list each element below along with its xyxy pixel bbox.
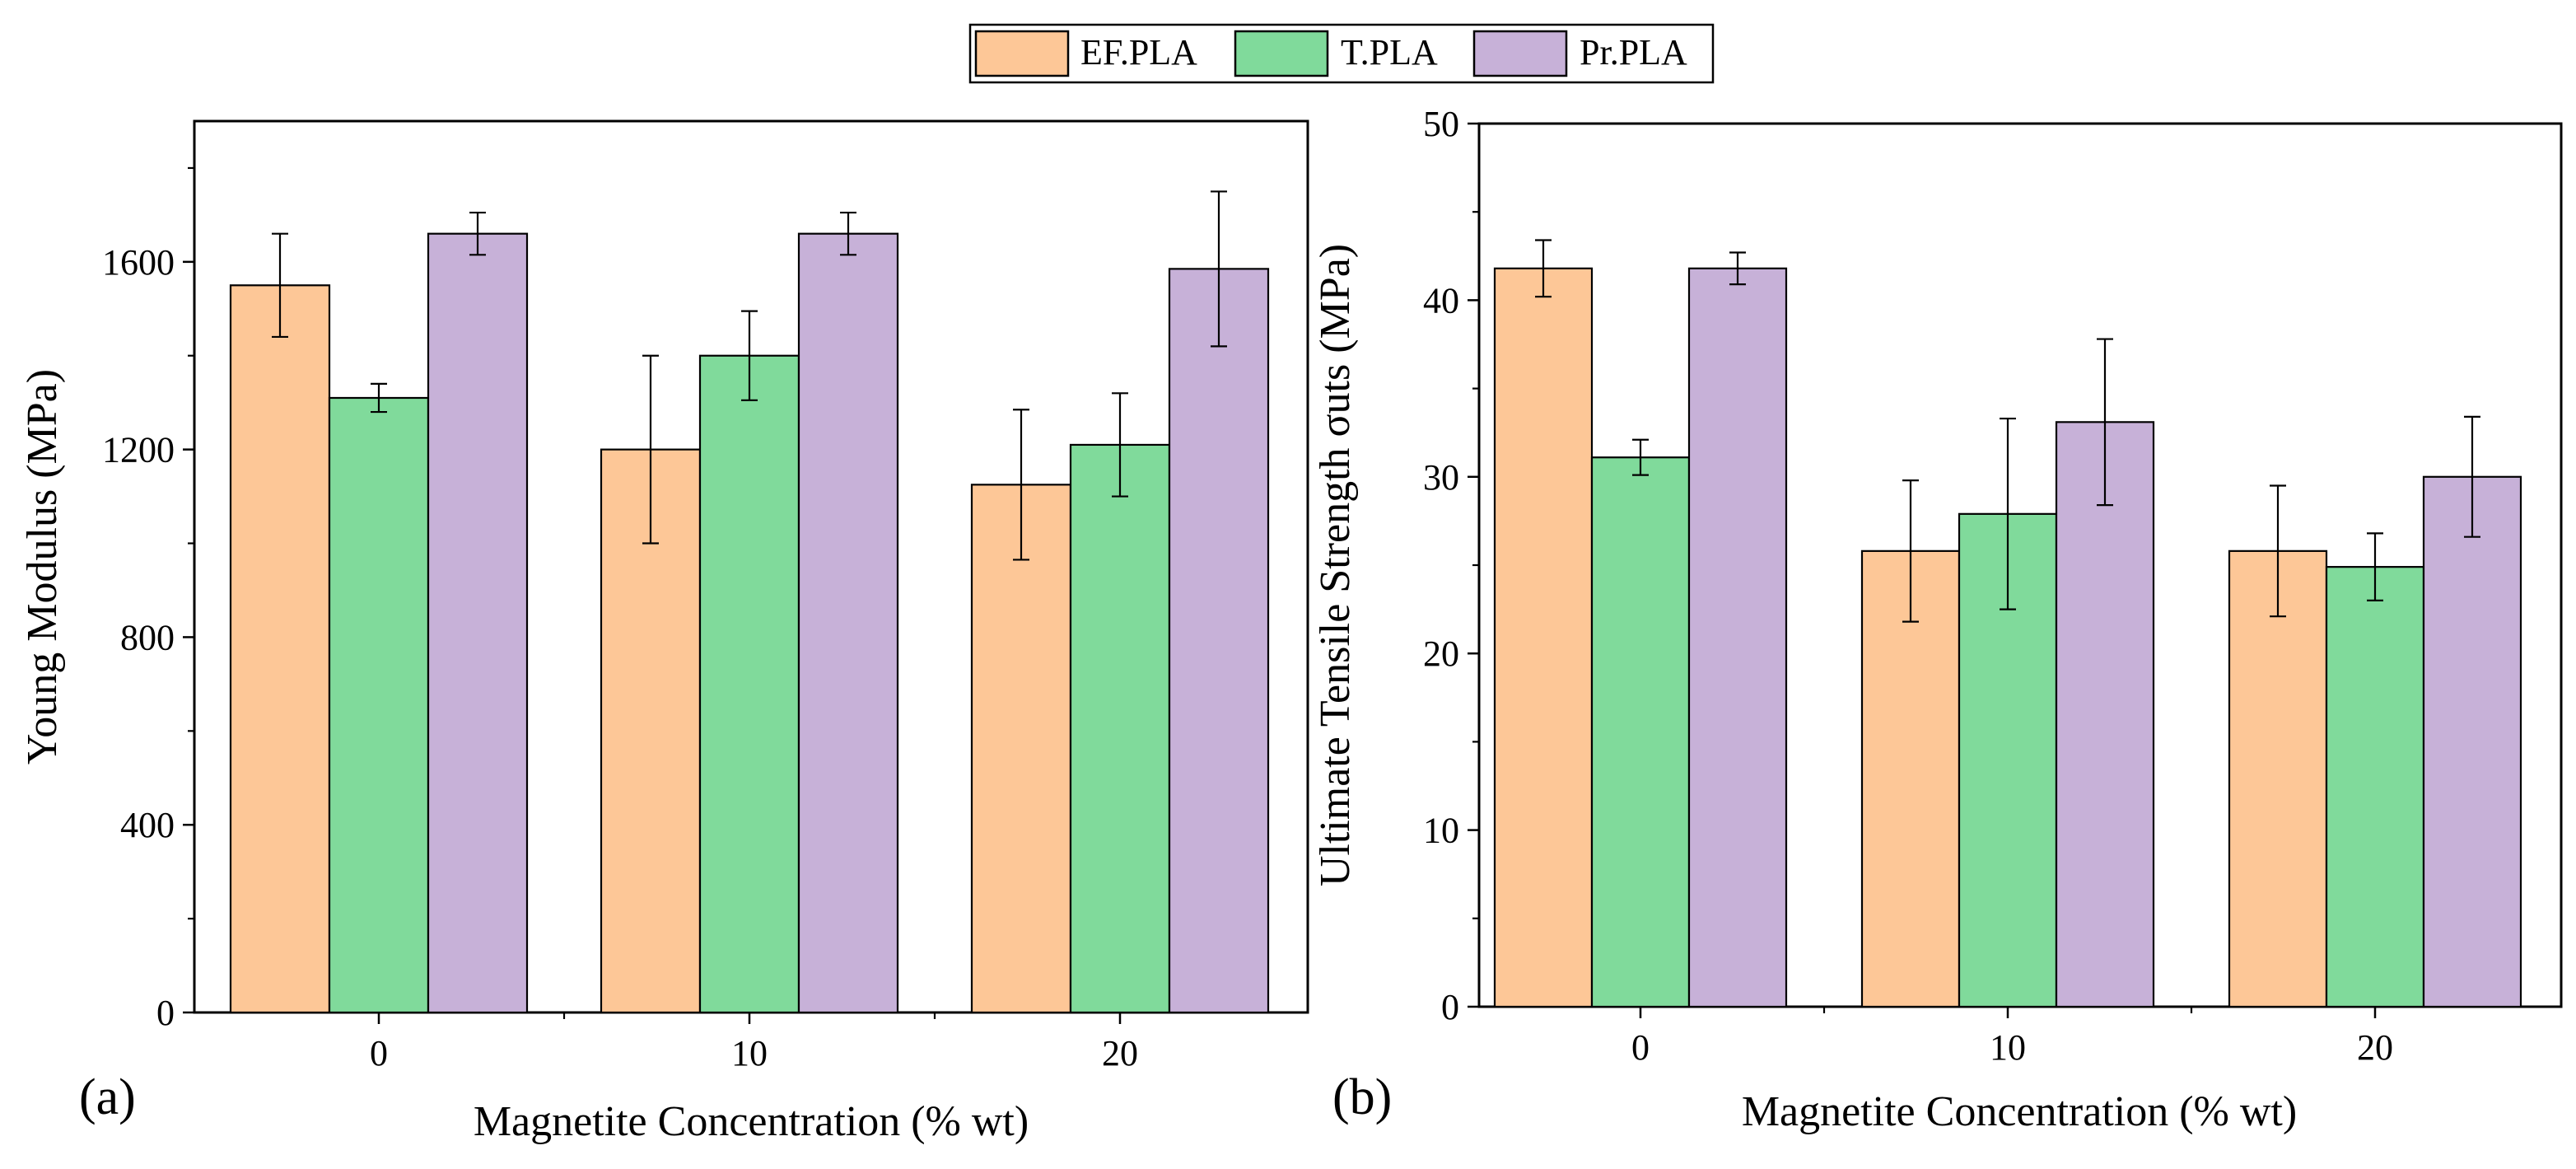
y-tick-label: 10 [1423, 811, 1459, 851]
bar-pr-pla-10 [2055, 421, 2155, 1008]
legend-label: EF.PLA [1080, 32, 1197, 72]
x-tick-label: 20 [1102, 1033, 1138, 1073]
legend: EF.PLA T.PLA Pr.PLA [968, 23, 1715, 84]
bar-pr-pla-20 [2422, 475, 2522, 1008]
y-tick-label: 20 [1423, 634, 1459, 674]
x-axis-title: Magnetite Concentration (% wt) [1742, 1088, 2297, 1135]
panel-a-young-modulus: 0 400 800 1200 1600 0 10 20 Magnetite Concentrat… [19, 119, 1309, 1145]
y-tick-label: 50 [1423, 104, 1459, 144]
y-axis-title: Young Modulus (MPa) [19, 369, 66, 765]
bar-pr-pla-10 [797, 232, 899, 1014]
legend-label: Pr.PLA [1580, 32, 1687, 72]
y-tick-label: 800 [120, 617, 175, 657]
panel-label: (b) [1332, 1069, 1392, 1125]
bar-pr-pla-0 [1687, 267, 1788, 1008]
bar-t-pla-10 [698, 354, 800, 1014]
bar-ef-pla-20 [970, 484, 1072, 1014]
x-tick-label: 10 [1990, 1027, 2026, 1068]
y-tick-label: 1200 [102, 430, 175, 470]
y-tick-label: 0 [156, 993, 175, 1033]
x-tick-label: 0 [370, 1033, 388, 1073]
y-tick-label: 0 [1441, 987, 1459, 1027]
bar-ef-pla-0 [229, 284, 331, 1014]
y-tick-label: 1600 [102, 242, 175, 283]
bar-t-pla-20 [1069, 443, 1171, 1014]
legend-frame [968, 23, 1715, 84]
legend-swatch-pr-pla [1472, 30, 1568, 77]
legend-label: T.PLA [1341, 32, 1438, 72]
x-tick-label: 10 [731, 1033, 768, 1073]
y-axis-title: Ultimate Tensile Strength σuts (MPa) [1312, 244, 1359, 886]
x-tick-label: 20 [2357, 1027, 2393, 1068]
y-tick-label: 30 [1423, 457, 1459, 498]
y-tick-label: 40 [1423, 280, 1459, 320]
legend-swatch-t-pla [1234, 30, 1329, 77]
bar-t-pla-0 [328, 396, 430, 1014]
bar-ef-pla-0 [1493, 267, 1594, 1008]
bar-t-pla-0 [1590, 456, 1691, 1008]
panel-label: (a) [79, 1069, 136, 1125]
y-tick-label: 400 [120, 805, 175, 845]
legend-swatch-ef-pla [974, 30, 1070, 77]
bar-t-pla-20 [2325, 566, 2425, 1008]
x-axis-title: Magnetite Concentration (% wt) [474, 1098, 1029, 1145]
bar-pr-pla-20 [1168, 268, 1270, 1014]
x-tick-label: 0 [1631, 1027, 1650, 1068]
panel-b-tensile-strength: 0 10 20 30 40 50 0 10 20 Magnetite Concentration … [1312, 104, 2563, 1135]
bar-ef-pla-20 [2228, 549, 2328, 1008]
bar-pr-pla-0 [427, 232, 529, 1014]
